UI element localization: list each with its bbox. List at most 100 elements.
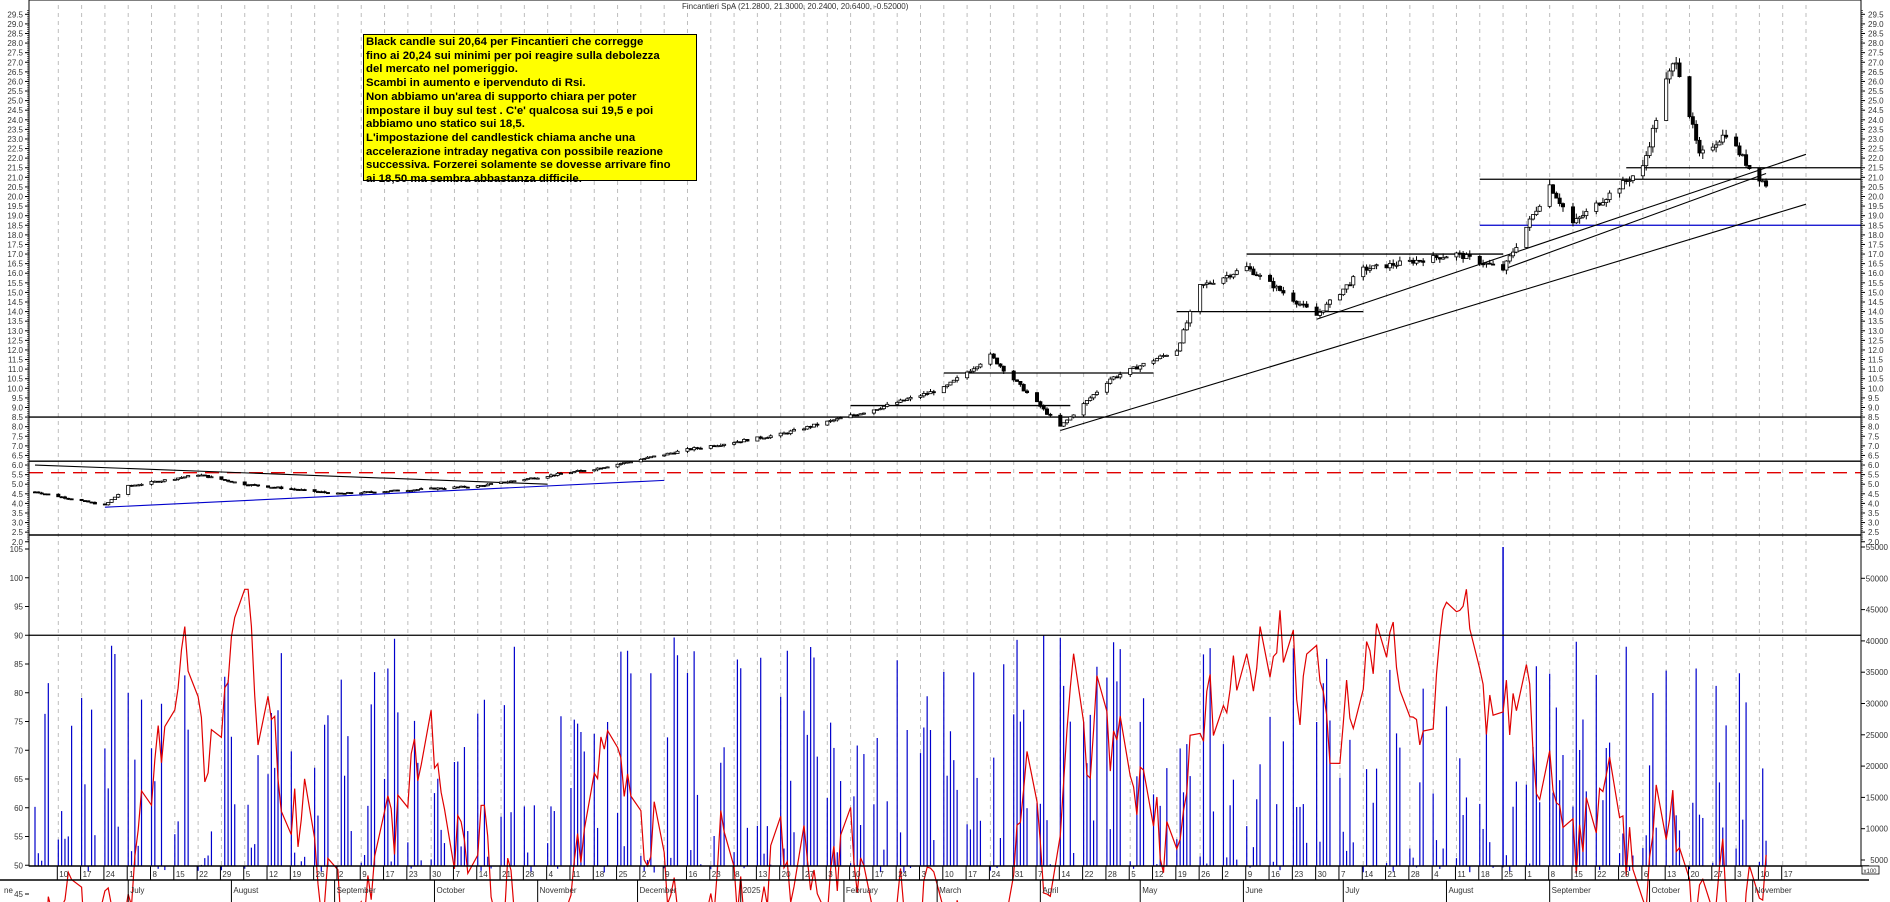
svg-text:13.0: 13.0 bbox=[1868, 327, 1884, 336]
svg-text:17: 17 bbox=[83, 870, 92, 879]
svg-text:20: 20 bbox=[1690, 870, 1699, 879]
svg-text:26.0: 26.0 bbox=[1868, 77, 1884, 86]
svg-text:23.0: 23.0 bbox=[1868, 135, 1884, 144]
svg-text:75: 75 bbox=[14, 718, 23, 727]
svg-text:7.5: 7.5 bbox=[12, 432, 24, 441]
svg-text:18.5: 18.5 bbox=[1868, 221, 1884, 230]
svg-text:28.0: 28.0 bbox=[7, 39, 23, 48]
note-line: accelerazione intraday negativa con poss… bbox=[366, 145, 663, 158]
svg-text:12.0: 12.0 bbox=[7, 346, 23, 355]
svg-text:August: August bbox=[233, 886, 259, 895]
svg-text:16: 16 bbox=[688, 870, 697, 879]
svg-text:95: 95 bbox=[14, 603, 23, 612]
horizontal-levels bbox=[29, 167, 1861, 474]
svg-text:5: 5 bbox=[246, 870, 251, 879]
svg-text:20.5: 20.5 bbox=[7, 183, 23, 192]
svg-text:12: 12 bbox=[269, 870, 278, 879]
svg-text:11.0: 11.0 bbox=[1868, 365, 1884, 374]
svg-text:5.5: 5.5 bbox=[1868, 471, 1880, 480]
svg-text:13.0: 13.0 bbox=[7, 327, 23, 336]
svg-text:9.5: 9.5 bbox=[1868, 394, 1880, 403]
svg-text:19.0: 19.0 bbox=[1868, 212, 1884, 221]
svg-text:8: 8 bbox=[153, 870, 158, 879]
svg-text:17: 17 bbox=[968, 870, 977, 879]
svg-text:3.5: 3.5 bbox=[1868, 509, 1880, 518]
svg-text:1: 1 bbox=[129, 870, 134, 879]
svg-text:29.0: 29.0 bbox=[1868, 20, 1884, 29]
svg-text:20: 20 bbox=[782, 870, 791, 879]
svg-text:13.5: 13.5 bbox=[1868, 317, 1884, 326]
svg-text:23: 23 bbox=[712, 870, 721, 879]
svg-text:23: 23 bbox=[409, 870, 418, 879]
svg-text:2.0: 2.0 bbox=[1868, 538, 1880, 547]
svg-text:19: 19 bbox=[292, 870, 301, 879]
svg-text:22.5: 22.5 bbox=[7, 145, 23, 154]
svg-text:50: 50 bbox=[14, 861, 23, 870]
svg-text:5.0: 5.0 bbox=[1868, 480, 1880, 489]
svg-text:21: 21 bbox=[502, 870, 511, 879]
svg-text:11.5: 11.5 bbox=[1868, 356, 1884, 365]
svg-text:9: 9 bbox=[362, 870, 367, 879]
svg-text:November: November bbox=[540, 886, 577, 895]
svg-text:10.5: 10.5 bbox=[1868, 375, 1884, 384]
svg-text:2.5: 2.5 bbox=[12, 528, 24, 537]
svg-text:October: October bbox=[436, 886, 465, 895]
svg-text:5.5: 5.5 bbox=[12, 471, 24, 480]
time-axis: 10 17 24 1 8 15 22 29 5 12 19 26 2 9 17 23 30 7 14 21 28 4 11 1… bbox=[4, 866, 1793, 902]
svg-text:85: 85 bbox=[14, 660, 23, 669]
svg-text:2: 2 bbox=[1224, 870, 1229, 879]
svg-text:3: 3 bbox=[828, 870, 833, 879]
note-line: successiva. Forzerei solamente se dovess… bbox=[366, 159, 671, 172]
svg-text:October: October bbox=[1652, 886, 1681, 895]
svg-text:23.0: 23.0 bbox=[7, 135, 23, 144]
svg-text:7: 7 bbox=[455, 870, 460, 879]
svg-text:July: July bbox=[130, 886, 144, 895]
svg-text:16.0: 16.0 bbox=[7, 269, 23, 278]
svg-text:25.5: 25.5 bbox=[7, 87, 23, 96]
svg-text:25000: 25000 bbox=[1866, 731, 1889, 740]
svg-text:7: 7 bbox=[1341, 870, 1346, 879]
chart-title: Fincantieri SpA (21.2800, 21.3000, 20.24… bbox=[682, 2, 909, 11]
svg-text:11.0: 11.0 bbox=[8, 365, 24, 374]
svg-text:29.5: 29.5 bbox=[1868, 10, 1884, 19]
svg-text:27.5: 27.5 bbox=[7, 49, 23, 58]
svg-text:9.0: 9.0 bbox=[12, 403, 24, 412]
svg-text:19.5: 19.5 bbox=[7, 202, 23, 211]
svg-text:8.0: 8.0 bbox=[12, 423, 24, 432]
svg-text:90: 90 bbox=[14, 631, 23, 640]
rsi-line bbox=[47, 588, 1767, 902]
svg-text:24: 24 bbox=[991, 870, 1000, 879]
svg-text:6: 6 bbox=[1644, 870, 1649, 879]
svg-text:2.5: 2.5 bbox=[1868, 528, 1880, 537]
svg-text:2025: 2025 bbox=[743, 886, 761, 895]
svg-text:23: 23 bbox=[1294, 870, 1303, 879]
svg-text:1: 1 bbox=[1527, 870, 1532, 879]
svg-text:31: 31 bbox=[1015, 870, 1024, 879]
svg-text:27.0: 27.0 bbox=[7, 58, 23, 67]
left-axis: 29.529.028.528.027.527.026.526.025.525.0… bbox=[7, 10, 29, 899]
svg-text:17.5: 17.5 bbox=[7, 240, 23, 249]
svg-text:September: September bbox=[337, 886, 376, 895]
svg-text:20.0: 20.0 bbox=[1868, 193, 1884, 202]
svg-text:17: 17 bbox=[875, 870, 884, 879]
svg-text:23.5: 23.5 bbox=[7, 125, 23, 134]
svg-text:12.0: 12.0 bbox=[1868, 346, 1884, 355]
svg-text:17.0: 17.0 bbox=[1868, 250, 1884, 259]
svg-text:21.5: 21.5 bbox=[1868, 164, 1884, 173]
svg-text:25.5: 25.5 bbox=[1868, 87, 1884, 96]
svg-text:35000: 35000 bbox=[1866, 668, 1889, 677]
note-line: fino ai 20,24 sui minimi per poi reagire… bbox=[366, 49, 660, 62]
svg-text:11.5: 11.5 bbox=[8, 356, 24, 365]
svg-text:9.5: 9.5 bbox=[12, 394, 24, 403]
svg-text:9.0: 9.0 bbox=[1868, 403, 1880, 412]
svg-text:26.5: 26.5 bbox=[1868, 68, 1884, 77]
svg-text:10: 10 bbox=[945, 870, 954, 879]
svg-text:21: 21 bbox=[1388, 870, 1397, 879]
svg-text:13: 13 bbox=[758, 870, 767, 879]
svg-text:24.0: 24.0 bbox=[7, 116, 23, 125]
svg-text:May: May bbox=[1142, 886, 1157, 895]
svg-text:21.0: 21.0 bbox=[1868, 173, 1884, 182]
svg-text:22: 22 bbox=[1597, 870, 1606, 879]
svg-text:29: 29 bbox=[222, 870, 231, 879]
